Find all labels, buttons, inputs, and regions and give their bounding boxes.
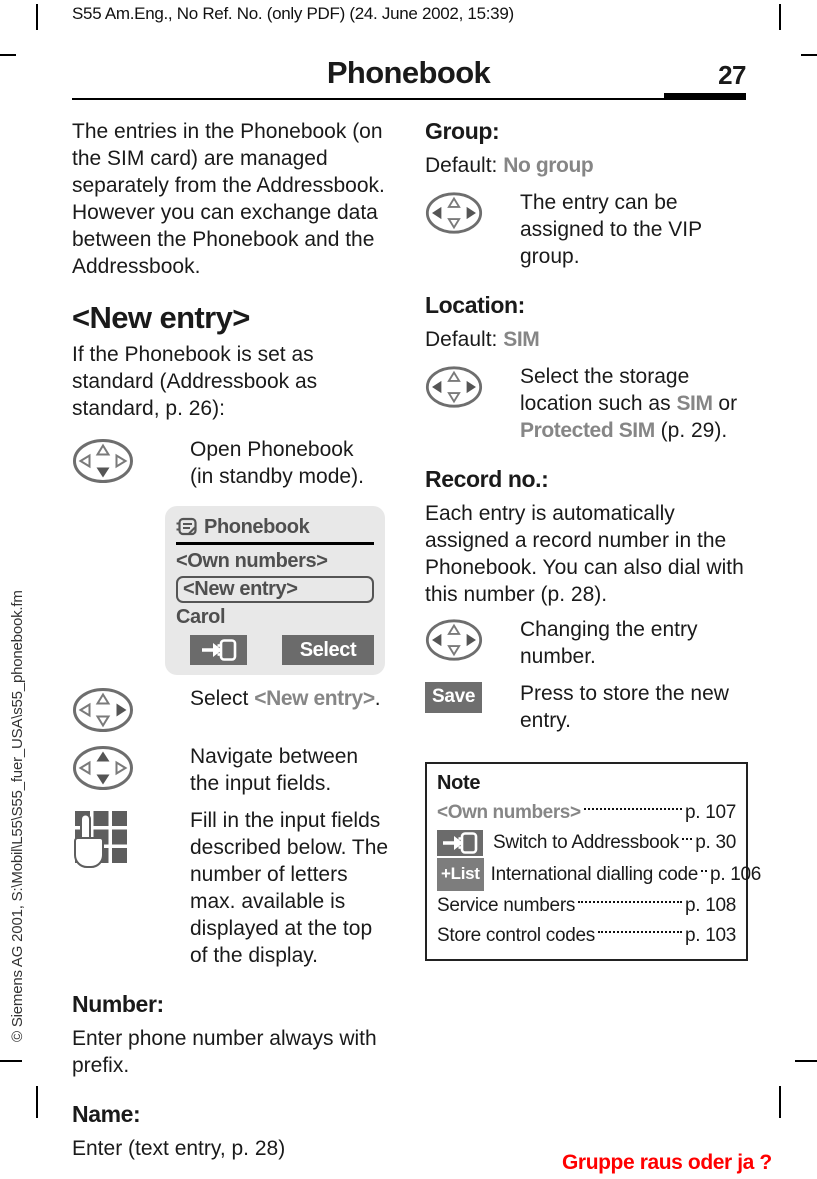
left-column: The entries in the Phonebook (on the SIM… xyxy=(72,110,392,1162)
step-open-text: Open Phonebook (in standby mode). xyxy=(190,438,364,488)
note-line-service-numbers: Service numbers p. 108 xyxy=(437,895,736,916)
display-divider xyxy=(176,542,374,545)
dpad-leftright-icon xyxy=(425,189,520,270)
dpad-leftright-icon xyxy=(425,363,520,444)
group-step: The entry can be assigned to the VIP gro… xyxy=(425,189,748,270)
keypad-icon xyxy=(72,807,190,969)
protected-sim-term: Protected SIM xyxy=(520,419,655,442)
dpad-right-icon xyxy=(72,685,190,733)
name-text: Enter (text entry, p. 28) xyxy=(72,1137,286,1160)
own-numbers-term: <Own numbers> xyxy=(437,802,581,823)
location-heading: Location: xyxy=(425,292,525,318)
step-select-new-entry: Select <New entry>. xyxy=(72,685,392,733)
switch-addressbook-icon xyxy=(190,635,247,665)
record-save-step: Save Press to store the new entry. xyxy=(425,680,748,734)
crop-mark-bottom-left-v xyxy=(36,1086,38,1118)
new-entry-condition: If the Phonebook is set as standard (Add… xyxy=(72,343,318,420)
location-step: Select the storage location such as SIM … xyxy=(425,363,748,444)
no-group-term: No group xyxy=(503,154,594,177)
record-change-step: Changing the entry number. xyxy=(425,616,748,670)
number-text: Enter phone number always with prefix. xyxy=(72,1027,377,1077)
name-heading: Name: xyxy=(72,1101,141,1127)
number-heading: Number: xyxy=(72,991,164,1017)
intro-paragraph: The entries in the Phonebook (on the SIM… xyxy=(72,120,385,278)
crop-mark-bottom-left-h xyxy=(0,1060,22,1062)
crop-mark-bottom-right-h xyxy=(795,1060,817,1062)
document-header-note: S55 Am.Eng., No Ref. No. (only PDF) (24.… xyxy=(72,4,514,23)
plus-list-badge: +List xyxy=(437,858,484,891)
display-softkey-select: Select xyxy=(282,635,374,665)
copyright-vertical-text: © Siemens AG 2001, S:\Mobil\L55\S55_fuer… xyxy=(9,590,26,1042)
note-line-store-control-codes: Store control codes p. 103 xyxy=(437,925,736,946)
step-navigate-text: Navigate between the input fields. xyxy=(190,745,359,795)
record-no-text: Each entry is automatically assigned a r… xyxy=(425,502,744,606)
crop-mark-right-h xyxy=(801,54,817,56)
location-default: Default: SIM xyxy=(425,328,540,351)
group-heading: Group: xyxy=(425,118,500,144)
dpad-updown-icon xyxy=(72,743,190,797)
new-entry-term: <New entry> xyxy=(254,687,375,710)
dot-leader xyxy=(578,901,682,903)
dot-leader xyxy=(598,931,682,933)
display-title-row: Phonebook xyxy=(176,514,374,540)
title-rule xyxy=(72,98,746,100)
record-save-text: Press to store the new entry. xyxy=(520,682,729,732)
crop-mark-bottom-right-v xyxy=(779,1086,781,1118)
dpad-leftright-icon xyxy=(425,616,520,670)
crop-mark-left-h xyxy=(0,54,16,56)
note-line-own-numbers: <Own numbers> p. 107 xyxy=(437,798,736,828)
location-step-text: Select the storage location such as SIM … xyxy=(520,365,738,442)
step-fill-in: Fill in the input fields described below… xyxy=(72,807,392,969)
step-navigate: Navigate between the input fields. xyxy=(72,743,392,797)
record-change-text: Changing the entry number. xyxy=(520,618,698,668)
step-fill-text: Fill in the input fields described below… xyxy=(190,809,389,967)
new-entry-heading: <New entry> xyxy=(72,300,250,335)
switch-addressbook-icon xyxy=(437,830,483,856)
dpad-down-icon xyxy=(72,436,190,490)
display-item-carol: Carol xyxy=(176,606,226,628)
page-number: 27 xyxy=(718,60,746,90)
dot-leader xyxy=(701,869,708,872)
record-no-heading: Record no.: xyxy=(425,466,549,492)
display-title: Phonebook xyxy=(204,515,310,538)
display-softkey-row: Select xyxy=(176,635,374,665)
note-heading: Note xyxy=(437,772,481,794)
title-rule-bar xyxy=(664,93,746,100)
save-softkey-badge: Save xyxy=(425,680,520,734)
step-open-phonebook: Open Phonebook (in standby mode). xyxy=(72,436,392,490)
crop-mark-top-right-v xyxy=(779,4,781,30)
crop-mark-top-left-v xyxy=(36,4,38,30)
display-item-new-entry-selected: <New entry> xyxy=(176,576,374,603)
note-line-switch-addressbook: Switch to Addressbook p. 30 xyxy=(437,828,736,858)
footer-annotation: Gruppe raus oder ja ? xyxy=(562,1151,772,1174)
sim-term: SIM xyxy=(676,392,713,415)
step-select-text: Select <New entry>. xyxy=(190,687,381,710)
right-column: Group: Default: No group The entry can b… xyxy=(425,110,761,961)
phonebook-icon xyxy=(176,517,197,536)
phone-display: Phonebook <Own numbers> <New entry> Caro… xyxy=(165,506,385,675)
sim-term: SIM xyxy=(503,328,540,351)
display-item-own-numbers: <Own numbers> xyxy=(176,550,328,572)
note-box: Note <Own numbers> p. 107 Switch to Add xyxy=(425,762,761,961)
dot-leader xyxy=(681,838,693,840)
group-default: Default: No group xyxy=(425,154,594,177)
dot-leader xyxy=(583,808,682,810)
page-title: Phonebook xyxy=(326,55,491,90)
note-line-intl-dialling: +List International dialling code p. 106 xyxy=(437,858,761,891)
group-step-text: The entry can be assigned to the VIP gro… xyxy=(520,191,702,268)
